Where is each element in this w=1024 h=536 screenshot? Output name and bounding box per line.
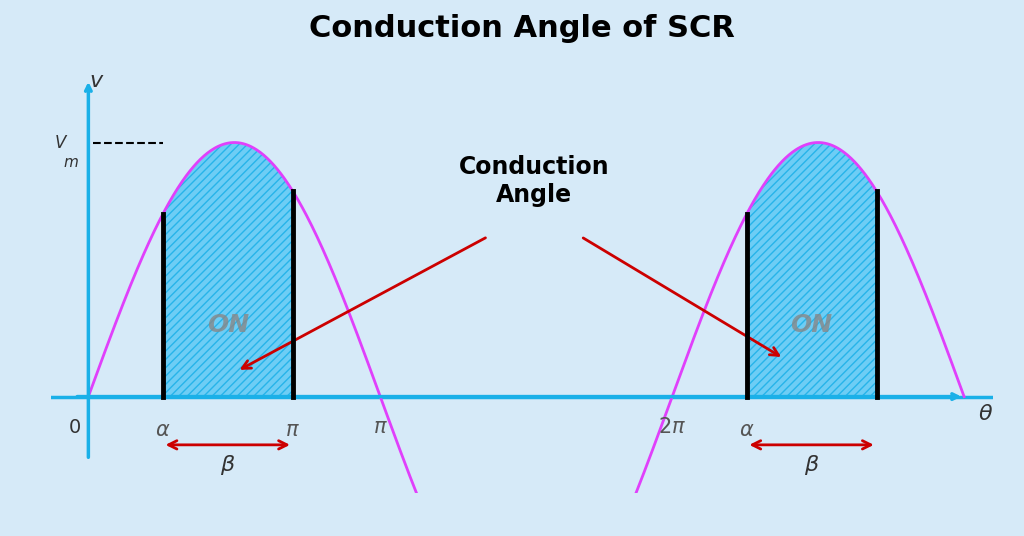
Text: $\alpha$: $\alpha$ (738, 420, 755, 440)
Text: $V$: $V$ (53, 133, 68, 152)
Text: $\pi$: $\pi$ (373, 417, 388, 437)
Text: ON: ON (207, 314, 249, 338)
Title: Conduction Angle of SCR: Conduction Angle of SCR (309, 14, 735, 43)
Text: $m$: $m$ (63, 155, 79, 170)
Text: 0: 0 (69, 418, 81, 436)
Text: θ: θ (979, 404, 992, 425)
Text: $2\pi$: $2\pi$ (658, 417, 686, 437)
Text: v: v (89, 71, 102, 91)
Text: $\alpha$: $\alpha$ (155, 420, 170, 440)
Text: Conduction
Angle: Conduction Angle (459, 155, 609, 206)
Text: ON: ON (791, 314, 833, 338)
Text: $\pi$: $\pi$ (286, 420, 300, 440)
Text: $\beta$: $\beta$ (804, 453, 819, 477)
Text: $\beta$: $\beta$ (220, 453, 236, 477)
